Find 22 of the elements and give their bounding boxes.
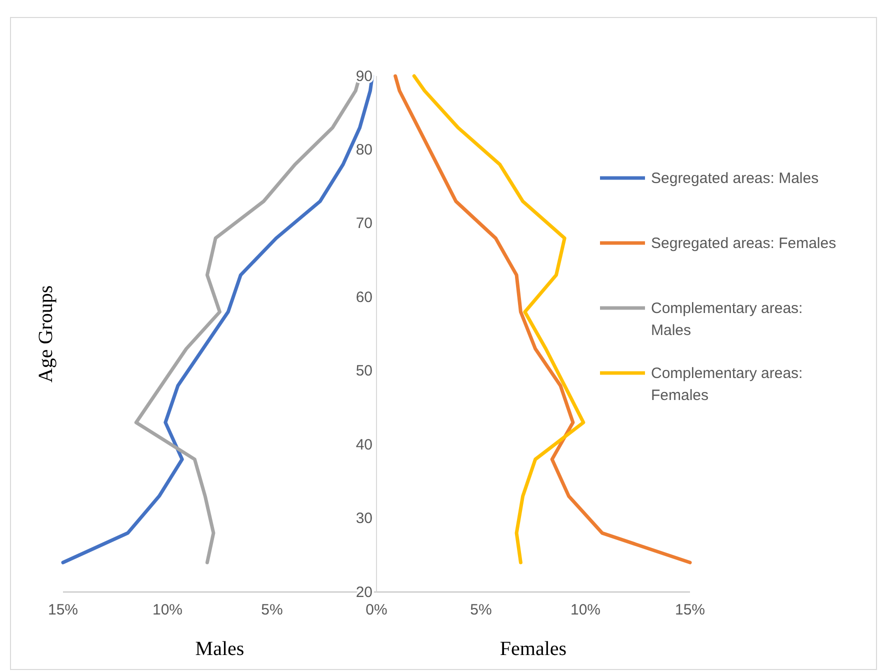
x-tick-label: 0% (366, 602, 388, 619)
text: Females (500, 638, 567, 660)
y-tick-label: 50 (356, 362, 372, 380)
legend-label: Segregated areas: Males (651, 170, 819, 187)
legend-label: Segregated areas: Females (651, 235, 836, 252)
y-tick-label: 20 (356, 584, 372, 601)
legend-label: Complementary areas: Females (651, 365, 803, 404)
x-tick-label: 15% (48, 602, 78, 619)
y-tick-label: 70 (356, 215, 372, 232)
y-tick-label: 90 (356, 68, 372, 85)
legend-label: Complementary areas: Males (651, 300, 803, 339)
text: Males (195, 638, 244, 660)
x-tick-label: 10% (570, 602, 601, 619)
y-tick-label: 60 (356, 288, 372, 306)
y-tick-label: 30 (356, 510, 372, 528)
x-tick-label: 5% (470, 602, 492, 619)
x-tick-label: 15% (674, 602, 706, 619)
x-tick-label: 5% (261, 602, 283, 619)
y-axis-title: Age Groups (35, 285, 57, 383)
y-tick-label: 80 (356, 142, 372, 159)
y-tick-label: 40 (356, 436, 372, 454)
x-tick-label: 10% (152, 602, 183, 619)
